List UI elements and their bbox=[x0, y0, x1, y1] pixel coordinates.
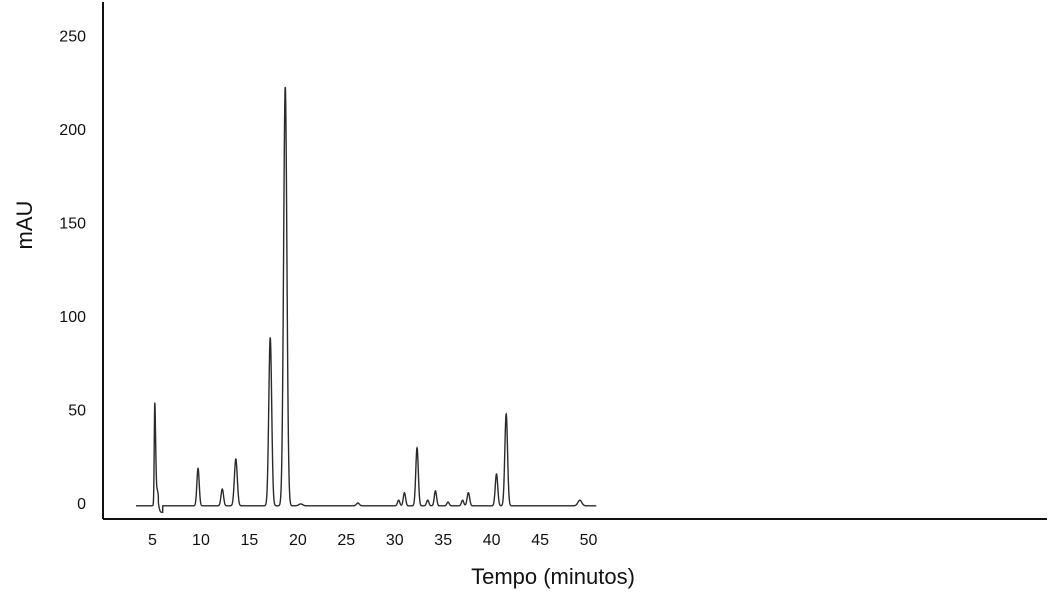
x-tick-label: 40 bbox=[483, 532, 501, 549]
y-tick-label: 100 bbox=[59, 309, 86, 326]
x-axis-title: Tempo (minutos) bbox=[471, 564, 635, 589]
y-tick-label: 250 bbox=[59, 29, 86, 46]
x-tick-label: 30 bbox=[386, 532, 404, 549]
x-tick-label: 35 bbox=[434, 532, 452, 549]
x-tick-label: 50 bbox=[580, 532, 598, 549]
y-tick-label: 50 bbox=[68, 403, 86, 420]
y-tick-label: 0 bbox=[77, 496, 86, 513]
y-tick-label: 200 bbox=[59, 122, 86, 139]
x-tick-label: 15 bbox=[241, 532, 259, 549]
y-tick-label: 150 bbox=[59, 216, 86, 233]
chromatogram-trace bbox=[136, 86, 597, 514]
x-tick-label: 5 bbox=[148, 532, 157, 549]
y-axis-title: mAU bbox=[12, 201, 37, 250]
x-axis-ticks: 5 10 15 20 25 30 35 40 45 50 bbox=[148, 532, 598, 549]
x-tick-label: 25 bbox=[337, 532, 355, 549]
x-tick-label: 45 bbox=[531, 532, 549, 549]
y-axis-ticks: 0 50 100 150 200 250 bbox=[59, 29, 86, 514]
x-tick-label: 20 bbox=[289, 532, 307, 549]
x-tick-label: 10 bbox=[192, 532, 210, 549]
